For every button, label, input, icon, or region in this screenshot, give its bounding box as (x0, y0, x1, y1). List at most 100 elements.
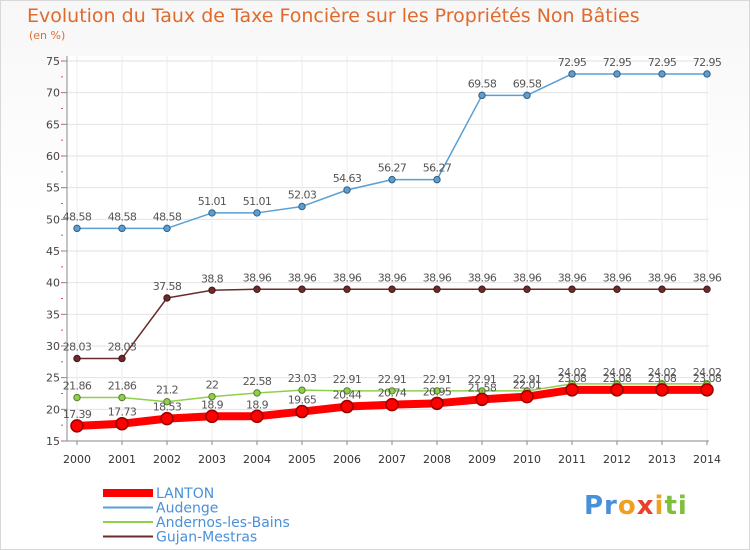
data-label-lanton: 23.08 (693, 372, 722, 385)
data-label-audenge: 72.95 (693, 56, 722, 69)
data-point-andernos-les-bains (343, 387, 351, 395)
data-label-audenge: 48.58 (108, 210, 137, 223)
x-tick-label: 2001 (108, 453, 136, 466)
data-label-andernos-les-bains: 22.91 (378, 373, 407, 386)
data-point-lanton (430, 396, 444, 411)
data-point-gujan-mestras (523, 285, 531, 293)
y-tick-label: 75 (46, 55, 60, 68)
data-label-audenge: 54.63 (333, 172, 362, 185)
y-tick-label: 20 (46, 403, 60, 416)
data-label-lanton: 17.73 (108, 406, 137, 419)
data-point-audenge (253, 209, 261, 217)
data-point-andernos-les-bains (118, 393, 126, 402)
data-label-andernos-les-bains: 22.58 (243, 375, 272, 388)
data-label-andernos-les-bains: 22.91 (423, 373, 452, 386)
data-point-gujan-mestras (118, 354, 126, 363)
y-tick-label: 25 (46, 372, 60, 385)
data-label-lanton: 21.58 (468, 381, 497, 394)
data-label-andernos-les-bains: 24.02 (558, 366, 587, 379)
data-point-lanton (205, 409, 219, 424)
data-label-audenge: 69.58 (468, 77, 497, 90)
data-point-lanton (250, 409, 264, 424)
data-point-audenge (703, 70, 711, 78)
data-point-lanton (700, 383, 714, 397)
data-point-lanton (655, 383, 669, 397)
data-label-audenge: 51.01 (198, 195, 227, 208)
data-point-andernos-les-bains (163, 398, 171, 406)
data-label-audenge: 48.58 (153, 210, 182, 223)
logo-part-1: Pr (584, 491, 618, 521)
data-label-audenge: 56.27 (378, 162, 407, 175)
data-label-andernos-les-bains: 22.91 (333, 373, 362, 386)
data-label-gujan-mestras: 38.96 (468, 271, 497, 284)
x-tick-label: 2014 (693, 453, 721, 466)
data-point-gujan-mestras (478, 285, 486, 293)
data-point-gujan-mestras (208, 286, 216, 294)
data-label-andernos-les-bains: 21.2 (156, 384, 178, 397)
data-label-audenge: 72.95 (648, 56, 677, 69)
data-label-lanton: 18.9 (246, 398, 269, 411)
data-label-lanton: 20.95 (423, 385, 452, 398)
data-label-audenge: 48.58 (63, 210, 92, 223)
data-point-gujan-mestras (613, 285, 621, 293)
data-label-audenge: 72.95 (603, 56, 632, 69)
data-point-gujan-mestras (343, 285, 351, 293)
logo-part-3: x (636, 491, 655, 521)
data-label-andernos-les-bains: 24.02 (693, 366, 722, 379)
data-label-gujan-mestras: 28.03 (63, 340, 92, 353)
data-label-gujan-mestras: 38.96 (513, 271, 542, 284)
x-tick-label: 2008 (423, 453, 451, 466)
y-tick-label: 40 (46, 277, 60, 290)
data-label-andernos-les-bains: 23.03 (288, 372, 317, 385)
data-label-andernos-les-bains: 22.91 (468, 373, 497, 386)
data-label-gujan-mestras: 38.96 (423, 271, 452, 284)
data-label-lanton: 23.08 (603, 372, 632, 385)
chart-title: Evolution du Taux de Taxe Foncière sur l… (27, 5, 640, 27)
data-label-gujan-mestras: 38.96 (333, 271, 362, 284)
data-point-audenge (298, 202, 306, 211)
data-label-audenge: 52.03 (288, 188, 317, 201)
data-label-andernos-les-bains: 24.02 (648, 366, 677, 379)
x-tick-label: 2012 (603, 453, 631, 466)
x-tick-label: 2005 (288, 453, 316, 466)
x-tick-label: 2011 (558, 453, 586, 466)
data-label-gujan-mestras: 28.03 (108, 340, 137, 353)
data-point-lanton (295, 404, 309, 419)
data-point-lanton (70, 419, 84, 433)
x-tick-label: 2009 (468, 453, 496, 466)
data-label-lanton: 19.65 (288, 394, 317, 407)
logo-part-5: ti (664, 491, 688, 521)
data-point-gujan-mestras (73, 354, 81, 363)
y-tick-label: 65 (46, 118, 60, 131)
data-point-audenge (613, 70, 621, 78)
x-tick-label: 2013 (648, 453, 676, 466)
data-point-audenge (658, 70, 666, 78)
data-point-lanton (475, 392, 489, 407)
y-tick-label: 55 (46, 182, 60, 195)
data-point-lanton (385, 397, 399, 412)
data-point-andernos-les-bains (208, 392, 216, 401)
data-label-andernos-les-bains: 22 (206, 379, 219, 392)
data-label-andernos-les-bains: 21.86 (63, 380, 92, 393)
data-label-lanton: 18.53 (153, 401, 182, 414)
data-point-gujan-mestras (658, 285, 666, 293)
data-point-audenge (523, 91, 531, 100)
x-tick-label: 2007 (378, 453, 406, 466)
logo-part-4: i (654, 491, 665, 521)
data-label-gujan-mestras: 38.96 (603, 271, 632, 284)
data-point-audenge (568, 70, 576, 78)
data-label-gujan-mestras: 38.96 (558, 271, 587, 284)
data-point-audenge (163, 224, 171, 233)
data-label-gujan-mestras: 38.96 (243, 271, 272, 284)
data-label-gujan-mestras: 38.96 (648, 271, 677, 284)
data-label-audenge: 72.95 (558, 56, 587, 69)
data-point-gujan-mestras (163, 294, 171, 302)
data-point-gujan-mestras (568, 285, 576, 293)
data-point-lanton (160, 411, 174, 426)
data-point-lanton (520, 389, 534, 404)
data-label-gujan-mestras: 38.96 (693, 271, 722, 284)
data-label-gujan-mestras: 37.58 (153, 280, 182, 293)
y-tick-label: 15 (46, 435, 60, 448)
data-label-lanton: 20.74 (378, 387, 407, 400)
data-point-lanton (115, 416, 129, 431)
